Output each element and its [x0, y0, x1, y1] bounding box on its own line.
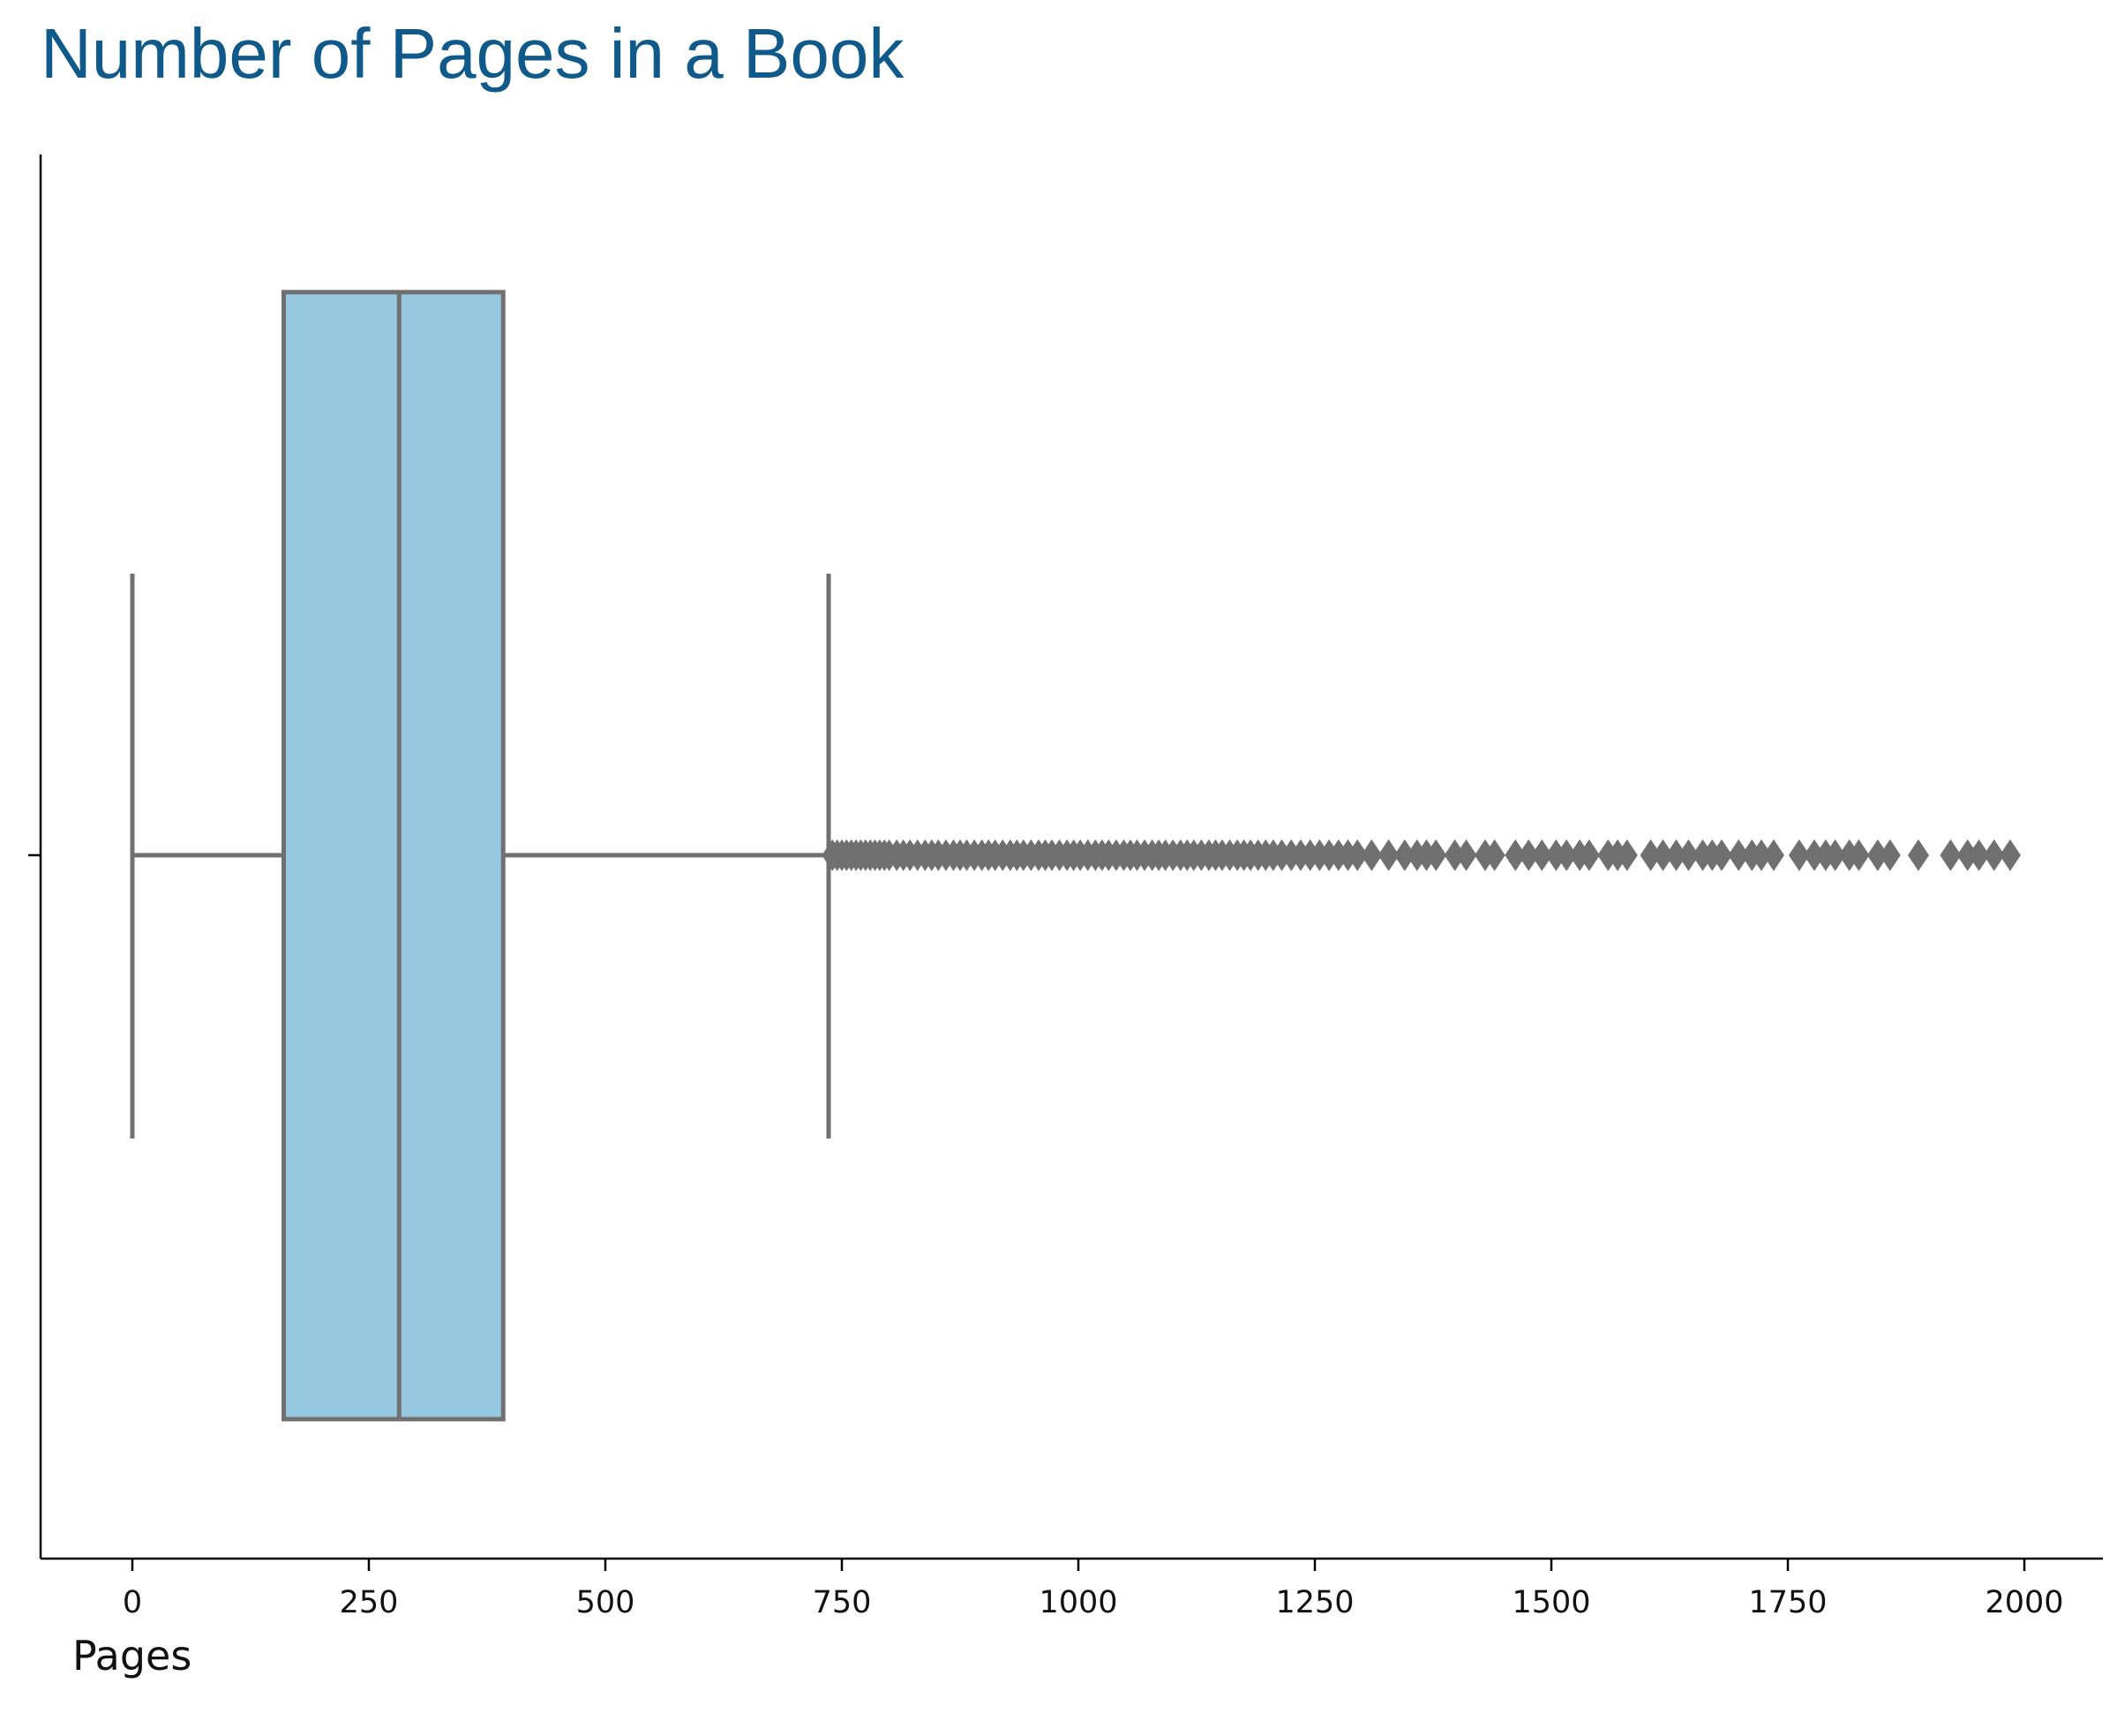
outlier-point: [1518, 839, 1540, 871]
x-tick-label: 750: [813, 1585, 872, 1620]
outlier-point: [1710, 839, 1732, 871]
outlier-point: [1652, 839, 1674, 871]
outlier-point: [1616, 839, 1638, 871]
x-tick-label: 1250: [1275, 1585, 1354, 1620]
x-tick-label: 2000: [1985, 1585, 2063, 1620]
x-axis-label: Pages: [72, 1632, 191, 1680]
outlier-point: [1866, 839, 1888, 871]
x-tick-label: 500: [576, 1585, 635, 1620]
x-tick-label: 1500: [1512, 1585, 1590, 1620]
outlier-point: [1393, 839, 1415, 871]
outlier-point: [1824, 839, 1846, 871]
outlier-point: [1361, 839, 1383, 871]
outlier-point: [1640, 839, 1662, 871]
outlier-point: [1983, 839, 2005, 871]
outlier-point: [1665, 839, 1687, 871]
outlier-point: [1483, 839, 1505, 871]
outlier-point: [1678, 839, 1700, 871]
outlier-point: [1848, 839, 1870, 871]
outlier-point: [1788, 839, 1810, 871]
outlier-point: [1425, 839, 1447, 871]
outlier-point: [1968, 839, 1990, 871]
outlier-points: [822, 839, 2021, 871]
outlier-point: [1999, 839, 2021, 871]
outlier-point: [1378, 839, 1400, 871]
iqr-box: [282, 289, 506, 1422]
chart-title: Number of Pages in a Book: [41, 14, 905, 93]
x-tick-label: 1750: [1748, 1585, 1827, 1620]
outlier-point: [1956, 839, 1978, 871]
outlier-point: [1762, 839, 1784, 871]
boxplot-group: [130, 289, 2021, 1422]
outlier-point: [1728, 839, 1750, 871]
axes: [28, 154, 2103, 1560]
outlier-point: [1455, 839, 1477, 871]
outlier-point: [1531, 839, 1553, 871]
x-axis-ticks: 0 250 500 750 1000 1250 1500 1750 2000: [123, 1559, 2064, 1620]
outlier-point: [1879, 839, 1901, 871]
outlier-point: [1804, 839, 1826, 871]
outlier-point: [1751, 839, 1773, 871]
x-tick-label: 1000: [1039, 1585, 1117, 1620]
outlier-point: [1505, 839, 1527, 871]
outlier-point: [1347, 839, 1369, 871]
x-tick-label: 0: [123, 1585, 142, 1620]
outlier-point: [1556, 839, 1578, 871]
x-tick-label: 250: [340, 1585, 399, 1620]
outlier-point: [1578, 839, 1600, 871]
outlier-point: [1940, 839, 1962, 871]
outlier-point: [1907, 839, 1929, 871]
outlier-point: [1444, 839, 1466, 871]
